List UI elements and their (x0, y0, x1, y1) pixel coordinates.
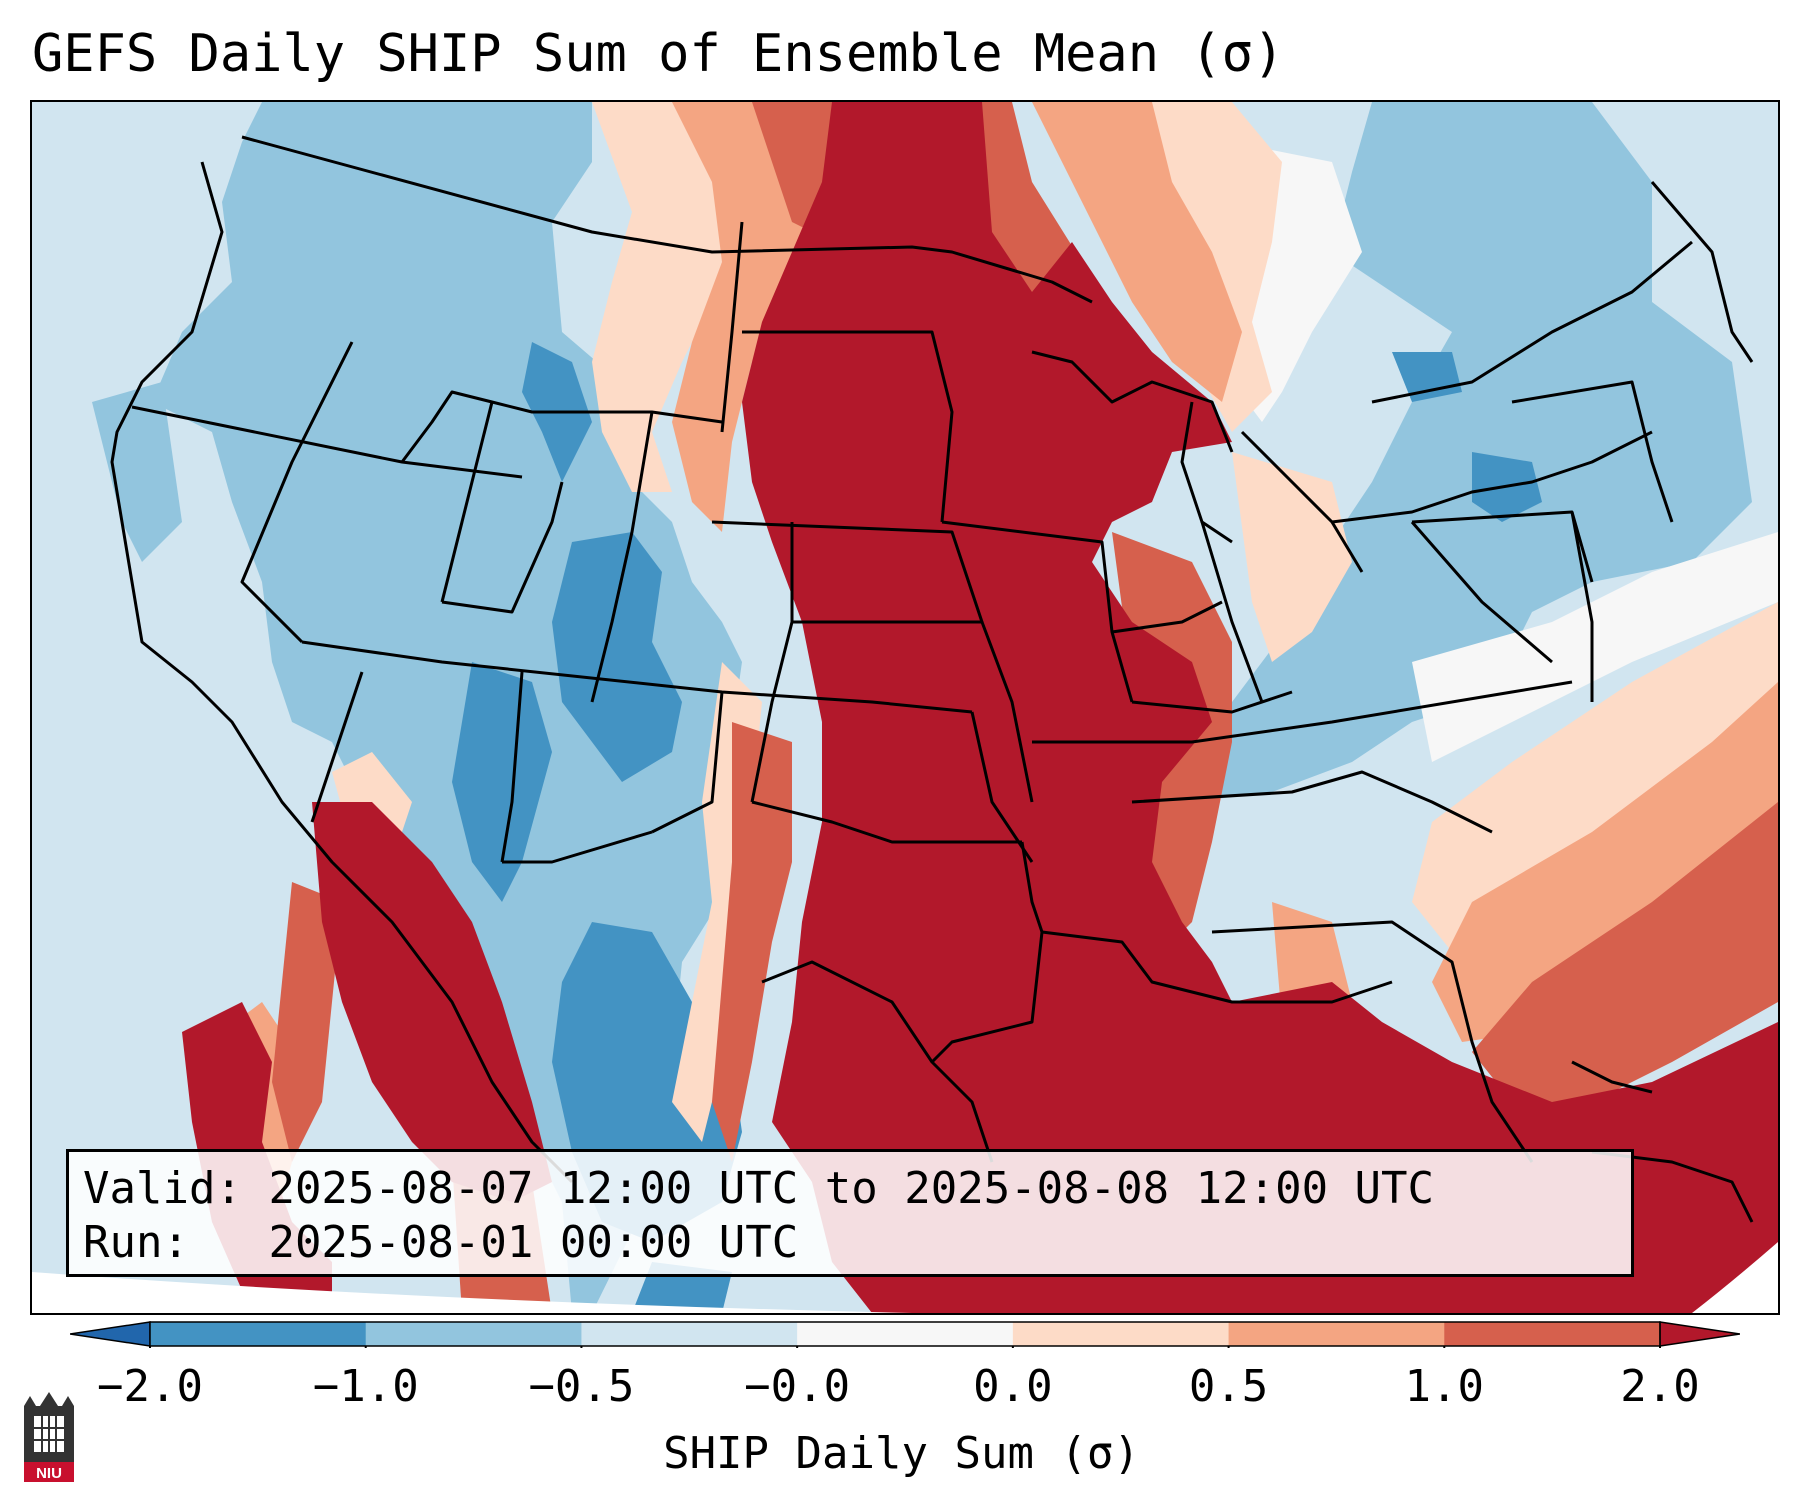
anomaly-map (32, 102, 1778, 1313)
colorbar-bin (1012, 1322, 1230, 1346)
state-borders (110, 135, 1754, 1223)
run-label: Run: (83, 1217, 189, 1268)
niu-logo: NIU (24, 1392, 74, 1482)
valid-time-range: 2025-08-07 12:00 UTC to 2025-08-08 12:00… (268, 1163, 1435, 1214)
colorbar-bin (1444, 1322, 1661, 1346)
colorbar-tick-label: 0.0 (973, 1361, 1053, 1412)
colorbar-tick-label: −0.5 (528, 1361, 635, 1412)
colorbar-tick-label: 2.0 (1620, 1361, 1700, 1412)
run-time: 2025-08-01 00:00 UTC (268, 1217, 799, 1268)
colorbar (70, 1321, 1740, 1348)
colorbar-under-arrow (70, 1321, 151, 1347)
colorbar-tick-label: 1.0 (1404, 1361, 1485, 1412)
colorbar-bin (1228, 1322, 1445, 1346)
niu-logo-text: NIU (36, 1465, 62, 1482)
colorbar-tick-label: 0.5 (1188, 1361, 1269, 1412)
valid-label: Valid: (83, 1163, 242, 1214)
colorbar-bin (797, 1322, 1014, 1346)
colorbar-tick-label: −0.0 (744, 1361, 851, 1412)
map-panel (30, 100, 1780, 1315)
colorbar-tick-label: −2.0 (97, 1361, 203, 1412)
colorbar-bin (581, 1322, 798, 1346)
colorbar-tick-label: −1.0 (312, 1361, 419, 1412)
colorbar-bin (365, 1322, 582, 1346)
validity-info-box: Valid: 2025-08-07 12:00 UTC to 2025-08-0… (66, 1149, 1634, 1277)
colorbar-bin (150, 1322, 367, 1346)
colorbar-over-arrow (1659, 1321, 1740, 1347)
chart-title: GEFS Daily SHIP Sum of Ensemble Mean (σ) (32, 24, 1285, 84)
colorbar-label: SHIP Daily Sum (σ) (663, 1428, 1140, 1479)
